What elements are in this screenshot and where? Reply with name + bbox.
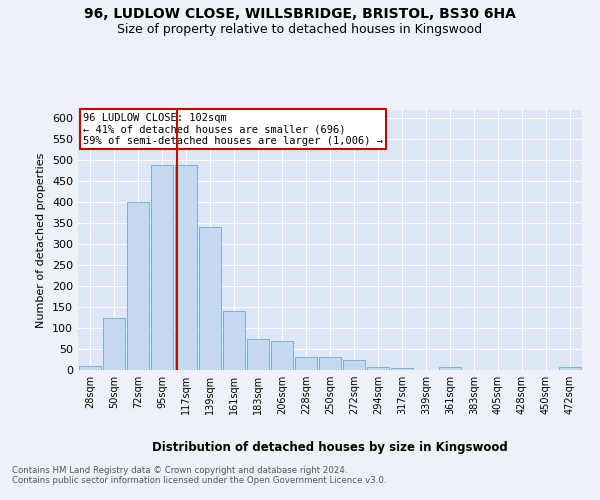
Text: Contains HM Land Registry data © Crown copyright and database right 2024.
Contai: Contains HM Land Registry data © Crown c… xyxy=(12,466,386,485)
Bar xyxy=(439,366,461,370)
Bar xyxy=(343,360,365,370)
Bar xyxy=(367,366,389,370)
Bar xyxy=(559,366,581,370)
Bar xyxy=(151,164,173,370)
Bar xyxy=(79,366,101,370)
Y-axis label: Number of detached properties: Number of detached properties xyxy=(37,152,46,328)
Bar xyxy=(223,312,245,370)
Bar xyxy=(295,358,317,370)
Bar xyxy=(103,318,125,370)
Bar xyxy=(199,228,221,370)
Text: Distribution of detached houses by size in Kingswood: Distribution of detached houses by size … xyxy=(152,441,508,454)
Bar xyxy=(175,164,197,370)
Bar xyxy=(247,338,269,370)
Bar xyxy=(391,368,413,370)
Bar xyxy=(271,340,293,370)
Text: Size of property relative to detached houses in Kingswood: Size of property relative to detached ho… xyxy=(118,22,482,36)
Text: 96 LUDLOW CLOSE: 102sqm
← 41% of detached houses are smaller (696)
59% of semi-d: 96 LUDLOW CLOSE: 102sqm ← 41% of detache… xyxy=(83,112,383,146)
Text: 96, LUDLOW CLOSE, WILLSBRIDGE, BRISTOL, BS30 6HA: 96, LUDLOW CLOSE, WILLSBRIDGE, BRISTOL, … xyxy=(84,8,516,22)
Bar xyxy=(319,358,341,370)
Bar xyxy=(127,202,149,370)
